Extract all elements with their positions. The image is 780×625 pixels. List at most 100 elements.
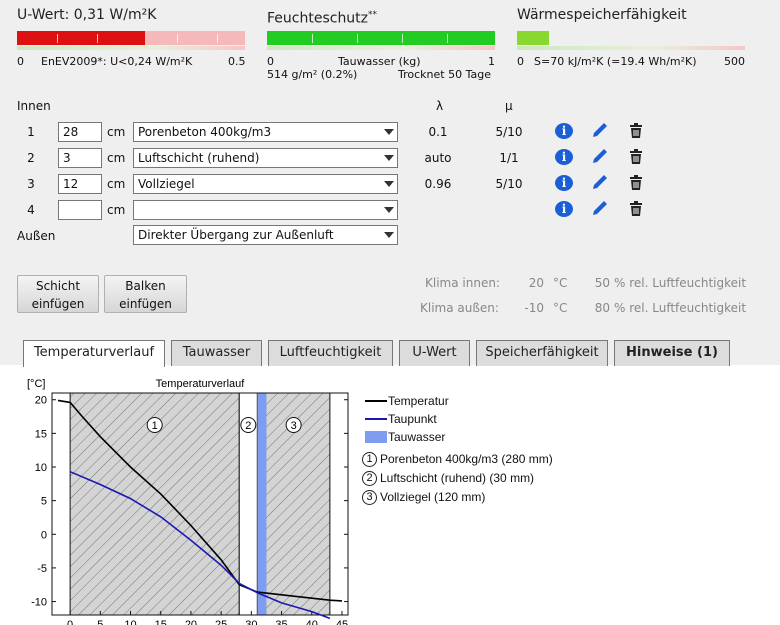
layer-number: 4 [27, 203, 35, 217]
klima-innen-label: Klima innen: [425, 276, 500, 290]
waerme-max: 500 [724, 55, 745, 68]
legend-swatches [365, 400, 387, 443]
pencil-icon[interactable] [590, 120, 610, 140]
pencil-icon[interactable] [590, 172, 610, 192]
feuchteschutz-title: Feuchteschutz** [267, 10, 378, 27]
trash-icon[interactable] [626, 147, 646, 167]
klima-aussen-temp[interactable]: -10 [524, 301, 544, 315]
layer-number: 1 [27, 125, 35, 139]
layer-marker [240, 417, 257, 433]
mu-header: μ [505, 99, 513, 113]
tab-speicherfaehigkeit[interactable]: Speicherfähigkeit [476, 340, 608, 366]
aussen-label: Außen [17, 229, 56, 243]
info-icon[interactable]: i [554, 121, 574, 141]
klima-aussen-unit: °C [553, 301, 568, 315]
condensate-zone [257, 393, 267, 615]
klima-aussen-rh[interactable]: 80 [594, 301, 610, 315]
uwert-title: U-Wert: 0,31 W/m²K [17, 7, 157, 23]
x-tick-label: 25 [215, 619, 227, 625]
chevron-down-icon [381, 226, 397, 244]
trash-icon[interactable] [626, 121, 646, 141]
waermespeicher-bar [517, 31, 745, 50]
unit-cm: cm [107, 125, 126, 139]
layer-marker-label: 2 [245, 420, 251, 432]
klima-innen-rh[interactable]: 50 [594, 276, 610, 290]
tab-luftfeuchtigkeit[interactable]: Luftfeuchtigkeit [268, 340, 393, 366]
layer-legend-1: 1 Porenbeton 400kg/m3 (280 mm) [362, 452, 553, 468]
svg-text:i: i [562, 124, 567, 138]
material-select[interactable]: Luftschicht (ruhend) [133, 148, 398, 168]
layer-number: 2 [27, 151, 35, 165]
tab-temperaturverlauf[interactable]: Temperaturverlauf [23, 340, 165, 367]
layer-legend-2: 2 Luftschicht (ruhend) (30 mm) [362, 471, 534, 487]
x-tick-label: 40 [306, 619, 318, 625]
unit-cm: cm [107, 177, 126, 191]
tab-tauwasser[interactable]: Tauwasser [171, 340, 262, 366]
mu-value: 1/1 [499, 151, 519, 165]
layer-legend-3: 3 Vollziegel (120 mm) [362, 490, 485, 506]
trash-icon[interactable] [626, 173, 646, 193]
uwert-max: 0.5 [228, 55, 246, 68]
layer-thickness-input[interactable]: 12 [58, 174, 102, 194]
layer-thickness-input[interactable] [58, 200, 102, 220]
y-tick-label: 0 [41, 529, 47, 541]
y-tick-label: -10 [31, 597, 47, 609]
layer-number: 3 [27, 177, 35, 191]
x-tick-label: 35 [275, 619, 287, 625]
layer-marker-label: 1 [152, 420, 158, 432]
legend-temperatur: Temperatur [388, 394, 449, 408]
info-icon[interactable]: i [554, 173, 574, 193]
klima-innen-unit: °C [553, 276, 568, 290]
klima-innen-temp[interactable]: 20 [528, 276, 544, 290]
lambda-header: λ [436, 99, 444, 113]
uwert-limit-label: EnEV2009*: U<0,24 W/m²K [41, 55, 193, 68]
tab-uwert[interactable]: U-Wert [399, 340, 470, 366]
temperature-chart: 1 2 3 20 15 10 5 0 -5 -10 0 5 10 15 20 25 30 35 40 45 [°C] Te… [27, 378, 349, 625]
pencil-icon[interactable] [590, 146, 610, 166]
configurator-panel: U-Wert: 0,31 W/m²K 0 EnEV2009*: U<0,24 W… [0, 0, 780, 365]
x-tick-label: 0 [67, 619, 73, 625]
series-line-temperatur [57, 399, 343, 602]
insert-layer-button[interactable]: Schicht einfügen [17, 275, 99, 313]
material-select[interactable]: Vollziegel [133, 174, 398, 194]
uwert-bar [17, 31, 245, 50]
svg-text:i: i [562, 176, 567, 190]
trash-icon[interactable] [626, 199, 646, 219]
waerme-value: S=70 kJ/m²K (=19.4 Wh/m²K) [534, 55, 697, 68]
layer-marker [146, 417, 163, 433]
info-icon[interactable]: i [554, 199, 574, 219]
feuchte-label: Tauwasser (kg) [338, 55, 421, 68]
y-tick-label: 20 [35, 395, 47, 407]
layer-thickness-input[interactable]: 3 [58, 148, 102, 168]
x-tick-label: 45 [336, 619, 348, 625]
klima-innen-rh-label: % rel. Luftfeuchtigkeit [614, 276, 747, 290]
lambda-value: 0.96 [424, 177, 452, 191]
tauwasser-amount: 514 g/m² (0.2%) [267, 68, 358, 81]
mu-value: 5/10 [495, 125, 523, 139]
svg-text:i: i [562, 150, 567, 164]
info-icon[interactable]: i [554, 147, 574, 167]
y-tick-label: 10 [35, 462, 47, 474]
layer-thickness-input[interactable]: 28 [58, 122, 102, 142]
material-select[interactable]: Porenbeton 400kg/m3 [133, 122, 398, 142]
aussen-select[interactable]: Direkter Übergang zur Außenluft [133, 225, 398, 245]
chevron-down-icon [381, 201, 397, 219]
klima-aussen-rh-label: % rel. Luftfeuchtigkeit [614, 301, 747, 315]
x-tick-label: 10 [124, 619, 136, 625]
pencil-icon[interactable] [590, 198, 610, 218]
y-tick-label: 15 [35, 428, 47, 440]
insert-beam-button[interactable]: Balken einfügen [104, 275, 187, 313]
x-tick-label: 30 [245, 619, 257, 625]
mu-value: 5/10 [495, 177, 523, 191]
chevron-down-icon [381, 175, 397, 193]
innen-label: Innen [17, 99, 51, 113]
svg-text:i: i [562, 202, 567, 216]
tab-hinweise[interactable]: Hinweise (1) [614, 340, 730, 366]
y-tick-label: 5 [41, 496, 47, 508]
klima-aussen-label: Klima außen: [420, 301, 499, 315]
lambda-value: 0.1 [428, 125, 448, 139]
unit-cm: cm [107, 203, 126, 217]
y-tick-label: -5 [37, 563, 47, 575]
layer-marker-label: 3 [291, 420, 297, 432]
material-select[interactable] [133, 200, 398, 220]
